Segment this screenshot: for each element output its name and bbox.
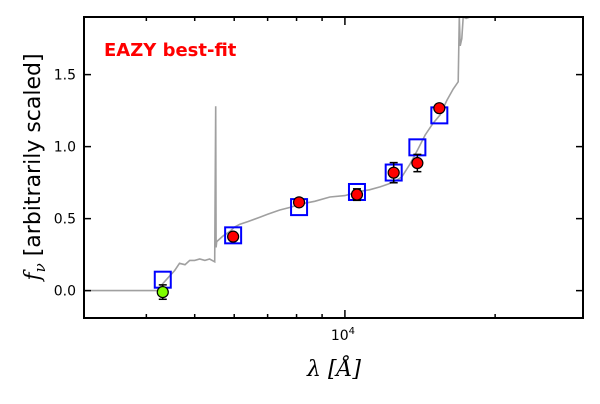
y-tick-label: 0.5 (54, 212, 76, 228)
observed-point (433, 102, 446, 115)
x-tick-label: 104 (331, 326, 355, 344)
y-axis-label: fν [arbitrarily scaled] (21, 53, 49, 282)
y-tick-label: 1.0 (54, 140, 76, 156)
model-photometry-marker (408, 138, 427, 157)
model-photometry-marker (224, 226, 243, 245)
series-group (84, 17, 475, 301)
x-axis-label-unit: [Å] (328, 354, 361, 382)
y-axis-label-sub: ν (31, 263, 49, 272)
observed-point (387, 166, 400, 179)
x-tick-base: 10 (331, 328, 349, 344)
plot-frame (83, 16, 584, 319)
plot-area (84, 17, 475, 301)
y-axis-label-text: [arbitrarily scaled] (21, 53, 46, 263)
axis-ticks: 0.0 0.5 1.0 1.5 104 (54, 17, 583, 344)
observed-point (156, 285, 169, 299)
y-tick-label: 0.0 (54, 284, 76, 300)
observed-point (292, 196, 306, 209)
x-axis-label: λ [Å] (306, 354, 361, 382)
observed-point (350, 188, 364, 201)
observed-point (411, 156, 424, 170)
x-tick-exponent: 4 (349, 326, 355, 337)
x-axis-label-symbol: λ (306, 357, 321, 382)
y-tick-label: 1.5 (54, 68, 76, 84)
observed-point (227, 230, 240, 243)
annotation-label: EAZY best-fit (104, 40, 237, 61)
